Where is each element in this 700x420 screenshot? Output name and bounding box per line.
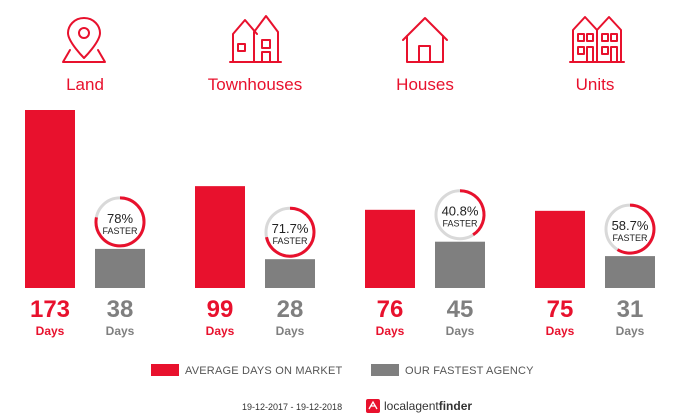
unit-label-agency: Days — [446, 324, 475, 338]
bar-agency — [605, 256, 655, 288]
legend-swatch-agency — [371, 364, 399, 376]
bar-market — [25, 110, 75, 288]
bar-market — [365, 209, 415, 288]
category-label: Units — [576, 75, 615, 94]
legend-swatch-market — [151, 364, 179, 376]
value-label-market: 76 — [377, 296, 404, 323]
unit-label-agency: Days — [276, 324, 305, 338]
bar-agency — [265, 259, 315, 288]
faster-ring-progress — [459, 189, 486, 237]
unit-label-market: Days — [206, 324, 235, 338]
value-label-market: 75 — [547, 296, 574, 323]
house-icon — [402, 17, 448, 63]
faster-percent: 78% — [107, 211, 133, 226]
value-label-agency: 38 — [107, 296, 134, 323]
faster-percent: 40.8% — [442, 204, 479, 219]
date-range: 19-12-2017 - 19-12-2018 — [242, 402, 342, 412]
unit-label-market: Days — [376, 324, 405, 338]
faster-label: FASTER — [102, 226, 138, 236]
map-pin-icon — [62, 17, 106, 63]
faster-label: FASTER — [272, 236, 308, 246]
legend-label-agency: OUR FASTEST AGENCY — [405, 365, 534, 377]
unit-label-market: Days — [546, 324, 575, 338]
faster-label: FASTER — [612, 233, 648, 243]
value-label-agency: 45 — [447, 296, 474, 323]
faster-percent: 58.7% — [612, 218, 649, 233]
bar-market — [535, 210, 585, 288]
footer: 19-12-2017 - 19-12-2018 localagentfinder — [242, 399, 472, 413]
unit-label-agency: Days — [106, 324, 135, 338]
faster-ring-progress — [94, 196, 146, 248]
faster-ring-progress — [265, 206, 316, 258]
unit-label-market: Days — [36, 324, 65, 338]
category-label: Land — [66, 75, 104, 94]
legend-label-market: AVERAGE DAYS ON MARKET — [185, 365, 342, 377]
category-label: Townhouses — [208, 75, 303, 94]
bar-agency — [95, 248, 145, 288]
value-label-market: 99 — [207, 296, 234, 323]
faster-label: FASTER — [442, 219, 478, 229]
bar-agency — [435, 241, 485, 288]
units-icon — [569, 16, 625, 63]
townhouses-icon — [229, 15, 282, 63]
value-label-agency: 28 — [277, 296, 304, 323]
brand-name: localagentfinder — [384, 399, 472, 413]
unit-label-agency: Days — [616, 324, 645, 338]
faster-percent: 71.7% — [272, 221, 309, 236]
value-label-market: 173 — [30, 296, 70, 323]
faster-ring-progress — [616, 203, 656, 255]
legend: AVERAGE DAYS ON MARKET OUR FASTEST AGENC… — [151, 364, 534, 377]
category-label: Houses — [396, 75, 454, 94]
bar-market — [195, 186, 245, 288]
value-label-agency: 31 — [617, 296, 644, 323]
localagentfinder-logo-icon — [366, 399, 380, 413]
